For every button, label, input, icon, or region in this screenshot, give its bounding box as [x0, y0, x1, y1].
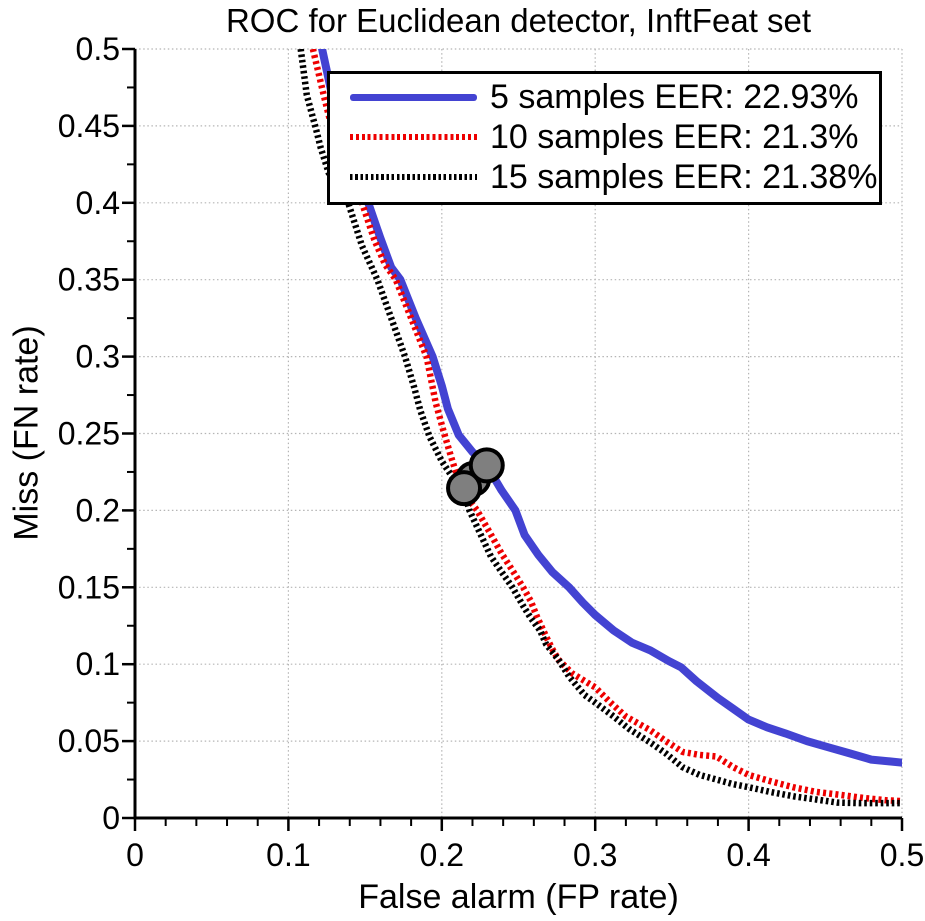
chart-title: ROC for Euclidean detector, InftFeat set: [225, 2, 812, 39]
y-tick-label: 0.15: [58, 569, 120, 605]
legend-item: 10 samples EER: 21.3%: [330, 117, 879, 157]
legend-item: 5 samples EER: 22.93%: [330, 77, 879, 117]
y-tick-label: 0.1: [76, 646, 120, 682]
y-tick-label: 0.5: [76, 31, 120, 67]
x-axis-label: False alarm (FP rate): [358, 878, 679, 916]
x-tick-label: 0.2: [420, 837, 464, 873]
y-tick-label: 0.35: [58, 262, 120, 298]
axes: [122, 47, 904, 831]
y-tick-label: 0.4: [76, 185, 120, 221]
y-tick-label: 0.45: [58, 108, 120, 144]
x-tick-label: 0: [126, 837, 144, 873]
roc-curve-5-samples: [318, 49, 902, 767]
y-tick-label: 0.3: [76, 339, 120, 375]
legend-box: 5 samples EER: 22.93% 10 samples EER: 21…: [327, 71, 882, 205]
roc-curve-15-samples: [297, 49, 902, 807]
legend-label: 5 samples EER: 22.93%: [490, 77, 859, 116]
legend-label: 10 samples EER: 21.3%: [490, 117, 859, 156]
eer-marker: [446, 470, 483, 507]
legend-line-sample-dotted: [350, 134, 477, 140]
legend-line-sample-solid: [350, 93, 477, 101]
y-tick-label: 0: [102, 800, 120, 836]
eer-markers: [446, 447, 505, 507]
legend-item: 15 samples EER: 21.38%: [330, 157, 879, 197]
legend-line-sample-dotted: [350, 174, 477, 180]
y-tick-label: 0.25: [58, 416, 120, 452]
eer-marker: [468, 447, 505, 484]
x-tick-label: 0.4: [726, 837, 770, 873]
tick-labels: 0 0.1 0.2 0.3 0.4 0.5 0 0.05 0.1 0.15 0.2 0.25 0.3 0.…: [58, 31, 925, 873]
y-tick-label: 0.05: [58, 723, 120, 759]
x-tick-label: 0.5: [880, 837, 924, 873]
roc-curve-10-samples: [309, 49, 902, 805]
x-tick-label: 0.1: [266, 837, 310, 873]
x-tick-label: 0.3: [573, 837, 617, 873]
y-tick-label: 0.2: [76, 492, 120, 528]
curves: [297, 49, 902, 807]
y-axis-label: Miss (FN rate): [7, 325, 46, 541]
legend-label: 15 samples EER: 21.38%: [490, 157, 878, 196]
